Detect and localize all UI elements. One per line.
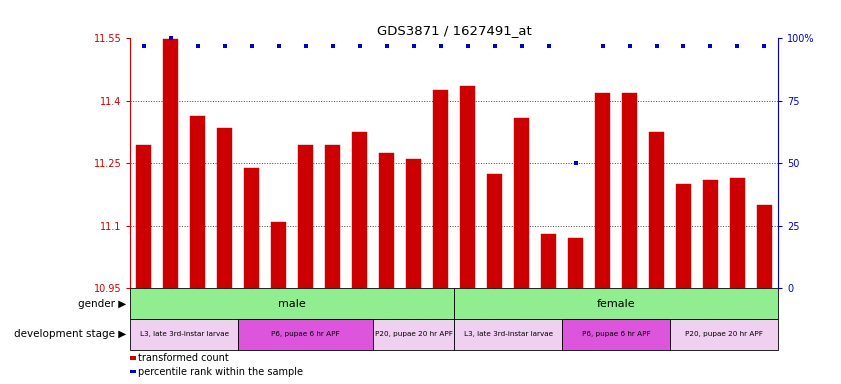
Bar <box>460 86 475 288</box>
Text: development stage ▶: development stage ▶ <box>14 329 126 339</box>
Bar <box>272 222 286 288</box>
Bar <box>757 205 772 288</box>
Bar <box>352 132 368 288</box>
Bar <box>136 145 151 288</box>
Text: L3, late 3rd-instar larvae: L3, late 3rd-instar larvae <box>140 331 229 337</box>
Text: transformed count: transformed count <box>139 353 230 363</box>
Bar <box>238 319 373 349</box>
Bar <box>569 238 583 288</box>
Bar <box>433 91 448 288</box>
Bar <box>562 319 670 349</box>
Bar <box>299 145 313 288</box>
Bar <box>190 116 205 288</box>
Bar <box>163 39 178 288</box>
Text: P20, pupae 20 hr APF: P20, pupae 20 hr APF <box>685 331 763 337</box>
Bar <box>245 167 259 288</box>
Text: male: male <box>278 299 306 309</box>
Bar <box>595 93 610 288</box>
Bar <box>649 132 664 288</box>
Bar <box>514 118 529 288</box>
Text: P6, pupae 6 hr APF: P6, pupae 6 hr APF <box>582 331 650 337</box>
Text: L3, late 3rd-instar larvae: L3, late 3rd-instar larvae <box>463 331 553 337</box>
Text: P6, pupae 6 hr APF: P6, pupae 6 hr APF <box>272 331 340 337</box>
Title: GDS3871 / 1627491_at: GDS3871 / 1627491_at <box>377 24 532 37</box>
Text: P20, pupae 20 hr APF: P20, pupae 20 hr APF <box>375 331 452 337</box>
Bar <box>379 153 394 288</box>
Bar <box>325 145 340 288</box>
Bar <box>487 174 502 288</box>
Bar <box>406 159 421 288</box>
Bar <box>373 319 454 349</box>
Bar <box>622 93 637 288</box>
Bar <box>703 180 718 288</box>
Bar <box>676 184 691 288</box>
Text: percentile rank within the sample: percentile rank within the sample <box>139 367 304 377</box>
Bar <box>454 319 562 349</box>
Bar <box>670 319 778 349</box>
Bar <box>130 319 238 349</box>
Bar <box>217 128 232 288</box>
Bar <box>454 288 778 319</box>
Bar <box>541 234 556 288</box>
Bar <box>130 288 454 319</box>
Bar <box>730 178 745 288</box>
Text: gender ▶: gender ▶ <box>78 299 126 309</box>
Text: female: female <box>597 299 635 309</box>
